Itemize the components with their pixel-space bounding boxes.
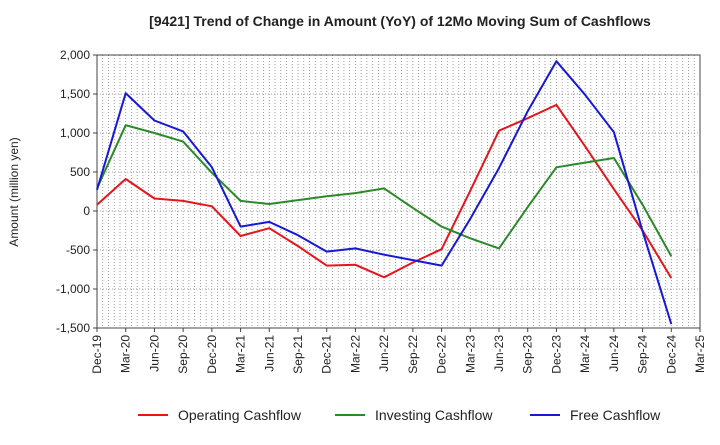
chart-title: [9421] Trend of Change in Amount (YoY) o… xyxy=(149,13,651,29)
x-tick-label: Dec-22 xyxy=(435,335,449,374)
y-tick-label: 2,000 xyxy=(60,48,90,62)
operating-cashflow-line xyxy=(96,103,673,279)
y-tick-label: -1,000 xyxy=(56,282,90,296)
plot-area-frame xyxy=(96,54,701,329)
y-axis-ticks: -1,500 -1,000 -500 0 500 1,000 1,500 2,000 xyxy=(56,48,97,335)
x-tick-label: Jun-21 xyxy=(262,335,276,372)
legend: Operating Cashflow Investing Cashflow Free… xyxy=(138,407,661,423)
y-tick-label: -500 xyxy=(66,243,90,257)
x-tick-label: Sep-20 xyxy=(176,335,190,374)
x-tick-label: Jun-23 xyxy=(492,335,506,372)
y-tick-label: 0 xyxy=(83,204,90,218)
gridlines xyxy=(97,54,700,329)
x-tick-label: Jun-20 xyxy=(147,335,161,372)
x-tick-label: Dec-21 xyxy=(320,335,334,374)
x-tick-label: Jun-24 xyxy=(607,335,621,372)
x-tick-label: Sep-21 xyxy=(291,335,305,374)
x-tick-label: Dec-24 xyxy=(664,335,678,374)
x-tick-label: Mar-25 xyxy=(693,335,707,373)
free-cashflow-legend-label: Free Cashflow xyxy=(570,407,661,423)
x-tick-label: Mar-22 xyxy=(348,335,362,373)
x-tick-label: Sep-23 xyxy=(521,335,535,374)
series-lines xyxy=(96,60,673,325)
y-tick-label: 1,000 xyxy=(60,126,90,140)
x-tick-label: Mar-20 xyxy=(119,335,133,373)
free-cashflow-line xyxy=(96,60,673,325)
y-axis-label: Amount (million yen) xyxy=(7,137,21,246)
x-tick-label: Dec-23 xyxy=(549,335,563,374)
investing-cashflow-legend-label: Investing Cashflow xyxy=(375,407,493,423)
x-tick-label: Sep-22 xyxy=(406,335,420,374)
x-tick-label: Mar-23 xyxy=(463,335,477,373)
x-tick-label: Jun-22 xyxy=(377,335,391,372)
x-tick-label: Mar-21 xyxy=(234,335,248,373)
investing-cashflow-line xyxy=(96,124,673,257)
x-axis-ticks: Dec-19 Mar-20 Jun-20 Sep-20 Dec-20 Mar-21 Jun-… xyxy=(90,328,707,374)
y-tick-label: 1,500 xyxy=(60,87,90,101)
y-tick-label: -1,500 xyxy=(56,321,90,335)
y-tick-label: 500 xyxy=(70,165,90,179)
x-tick-label: Dec-19 xyxy=(90,335,104,374)
x-tick-label: Dec-20 xyxy=(205,335,219,374)
x-tick-label: Mar-24 xyxy=(578,335,592,373)
operating-cashflow-legend-label: Operating Cashflow xyxy=(178,407,302,423)
x-tick-label: Sep-24 xyxy=(636,335,650,374)
